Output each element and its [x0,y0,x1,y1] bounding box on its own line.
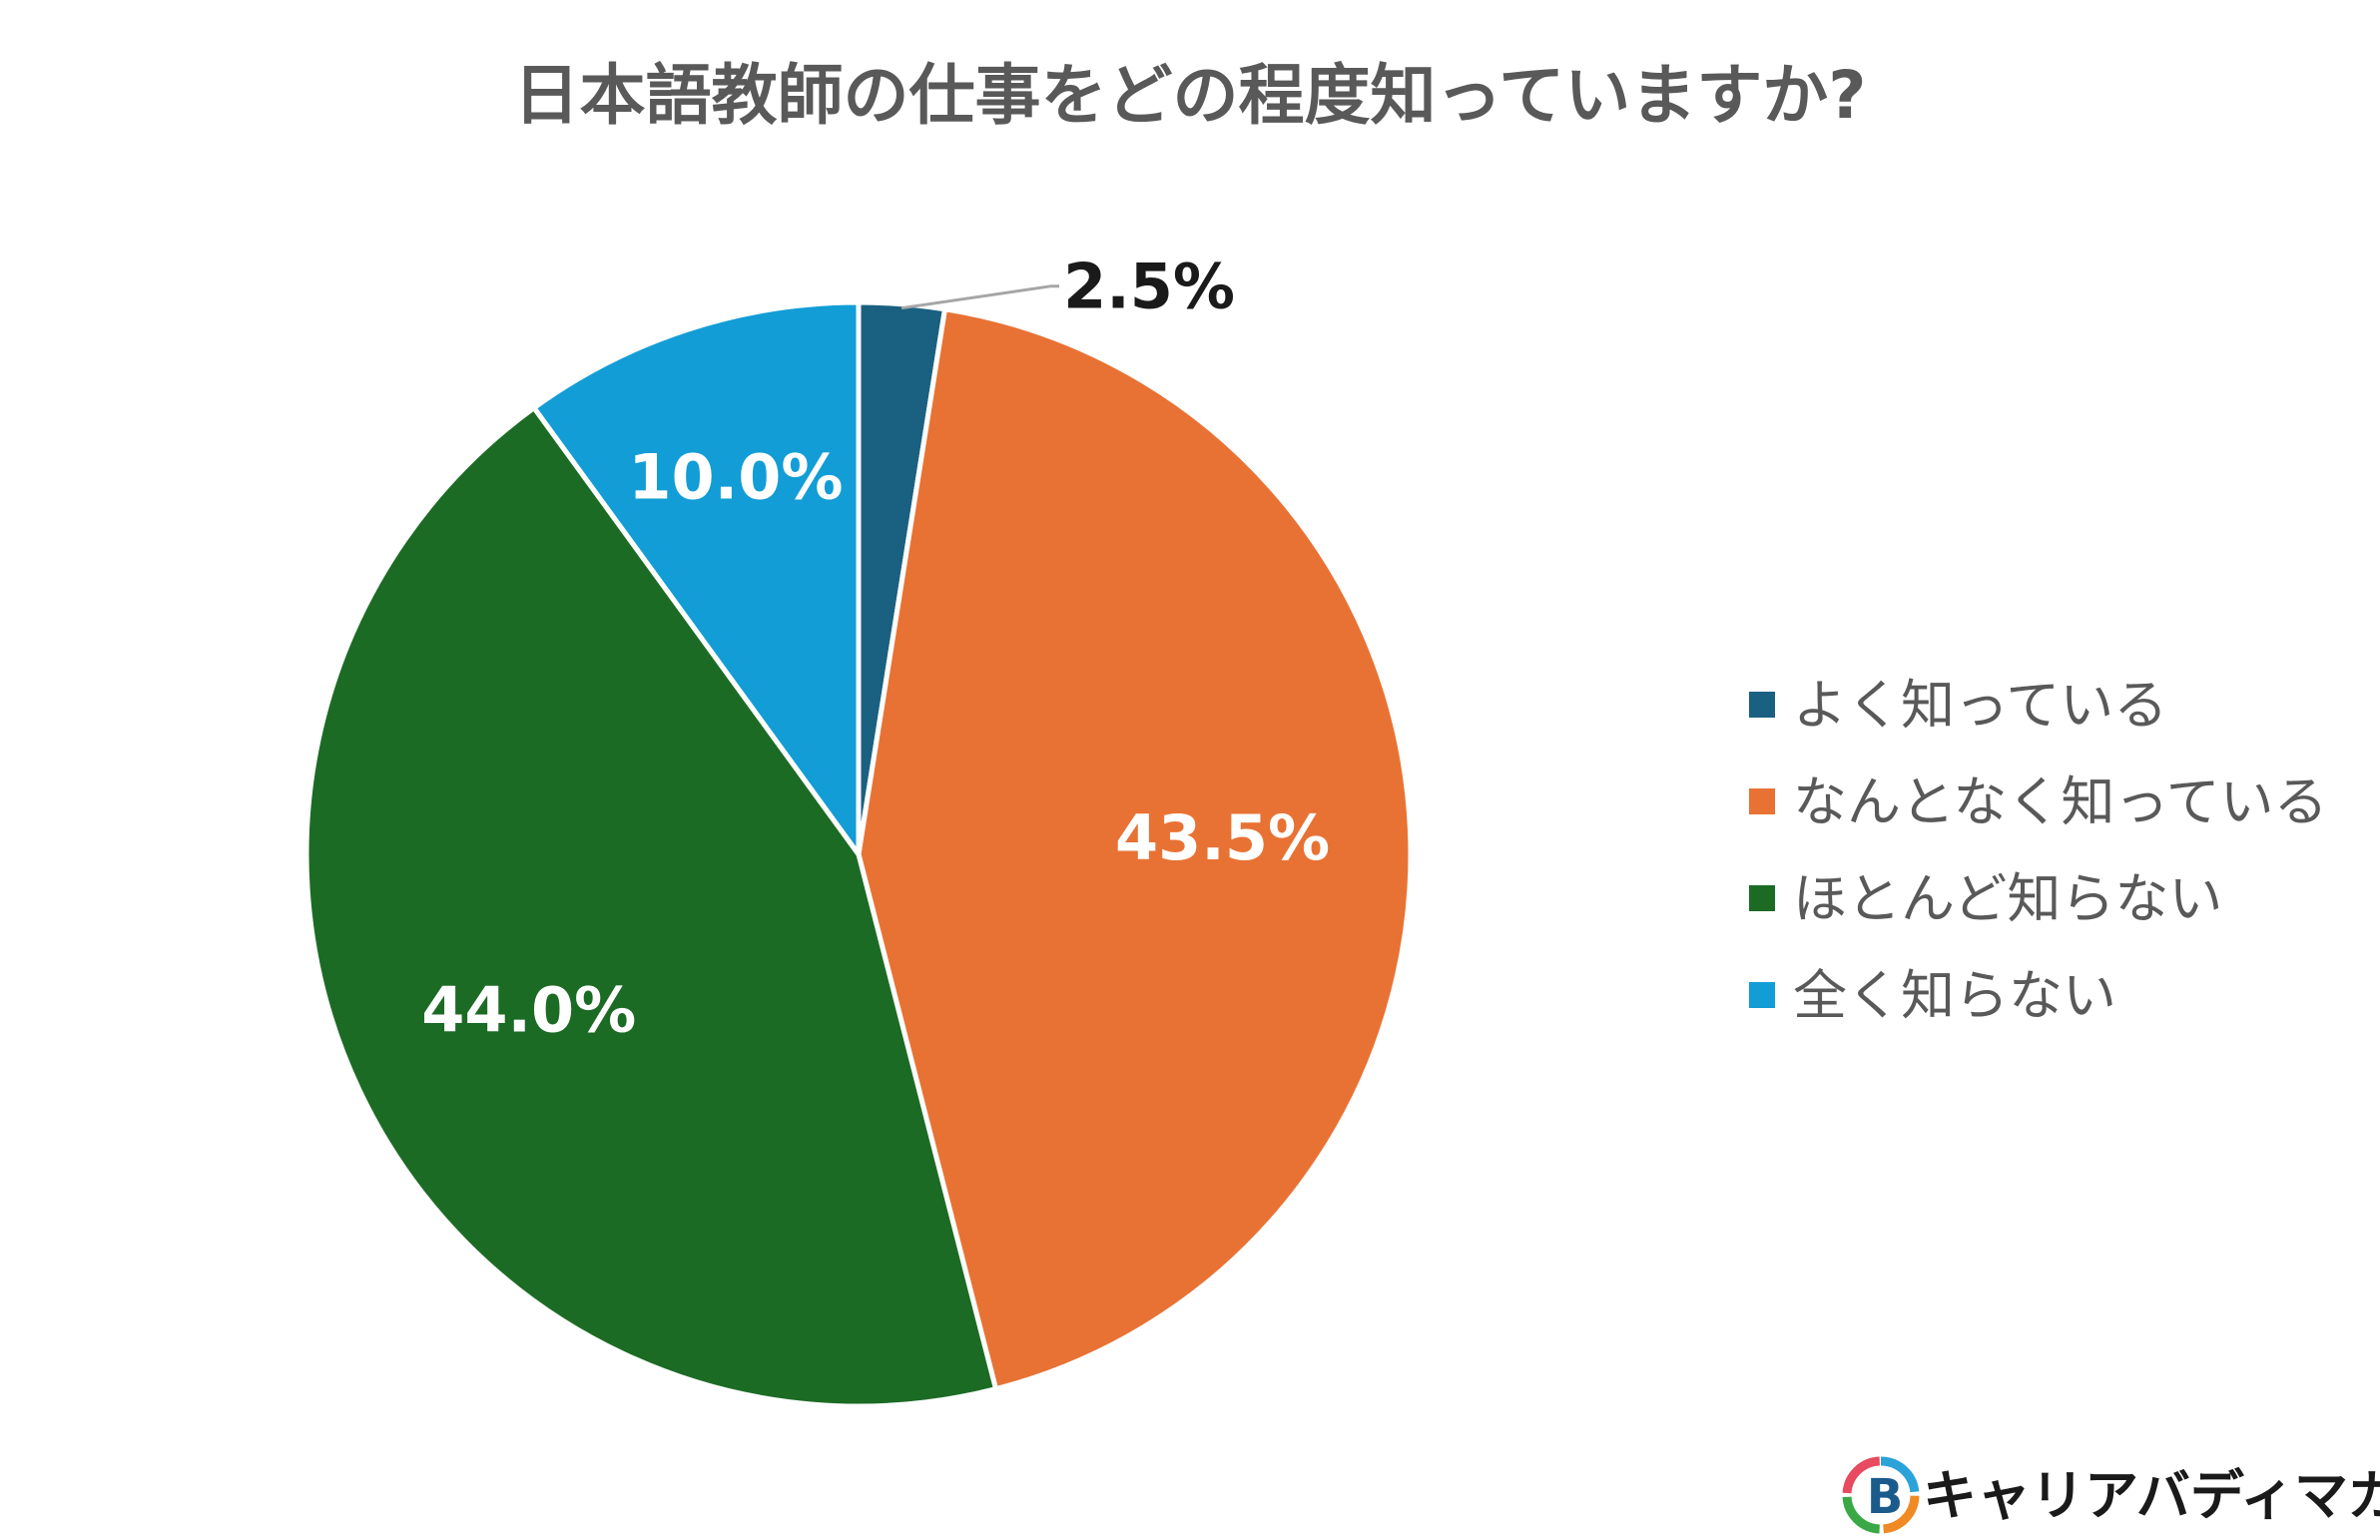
brand-name: キャリアバディマガジン [1923,1464,2380,1527]
pie-slices [303,299,1414,1409]
data-label-3: 44.0% [421,973,636,1046]
slice-4 [531,299,862,857]
slice-2 [856,306,1414,1392]
legend-label-4: 全く知らない [1793,964,2116,1027]
legend-swatch-4 [1749,982,1775,1008]
data-label-2: 43.5% [1115,801,1330,874]
slice-3 [303,405,999,1409]
legend-label-3: ほとんど知らない [1793,867,2222,930]
brand-watermark: B キャリアバディマガジン [1842,1456,2380,1534]
legend-swatch-2 [1749,788,1775,814]
career-buddy-logo-icon: B [1842,1456,1920,1534]
legend-swatch-3 [1749,885,1775,911]
svg-text:B: B [1867,1469,1904,1525]
leader-line-1 [900,284,1060,310]
leader-lines [900,284,1060,310]
chart-title: 日本語教師の仕事をどの程度知っていますか? [514,57,1867,134]
data-label-1: 2.5% [1063,251,1235,323]
legend-label-2: なんとなく知っている [1793,770,2328,833]
legend-swatch-1 [1749,692,1775,718]
data-label-4: 10.0% [628,440,843,513]
legend-label-1: よく知っている [1793,674,2167,737]
slice-labels: 2.5% 43.5% 44.0% 10.0% [421,251,1330,1047]
